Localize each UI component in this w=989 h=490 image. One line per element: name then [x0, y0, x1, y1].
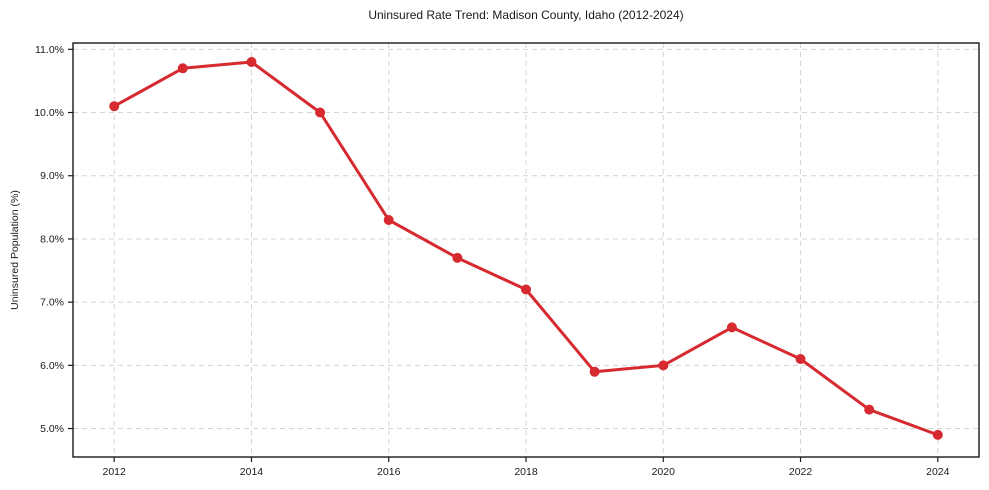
x-tick-label: 2022 — [789, 466, 813, 478]
y-tick-label: 9.0% — [40, 170, 64, 182]
data-point-marker — [109, 101, 120, 112]
data-point-marker — [795, 354, 806, 364]
x-tick-label: 2014 — [240, 466, 264, 478]
y-tick-label: 10.0% — [34, 107, 64, 119]
data-point-marker — [932, 429, 943, 440]
data-point-marker — [177, 63, 188, 74]
data-point-marker — [315, 107, 326, 118]
data-point-marker — [589, 366, 600, 377]
y-tick-label: 6.0% — [40, 360, 64, 372]
x-tick-label: 2018 — [514, 466, 538, 478]
x-tick-label: 2012 — [103, 466, 127, 478]
x-tick-label: 2024 — [926, 466, 950, 478]
data-point-marker — [658, 360, 669, 371]
y-tick-label: 8.0% — [40, 233, 64, 245]
data-point-marker — [246, 57, 257, 67]
data-point-marker — [726, 322, 737, 333]
x-tick-label: 2016 — [377, 466, 401, 478]
y-tick-label: 5.0% — [40, 423, 64, 435]
chart-title: Uninsured Rate Trend: Madison County, Id… — [368, 8, 684, 22]
y-tick-label: 11.0% — [35, 44, 64, 56]
data-point-marker — [452, 252, 463, 263]
data-point-marker — [521, 284, 531, 295]
y-tick-label: 7.0% — [40, 297, 64, 309]
data-point-marker — [864, 404, 875, 415]
x-tick-label: 2020 — [652, 466, 676, 478]
data-point-marker — [383, 215, 394, 225]
